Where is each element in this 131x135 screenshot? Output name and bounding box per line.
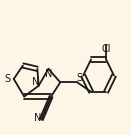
Text: S: S	[76, 73, 82, 83]
Text: S: S	[4, 74, 10, 84]
Text: N: N	[34, 113, 41, 123]
Text: N: N	[32, 77, 39, 87]
Text: N: N	[45, 69, 53, 79]
Text: Cl: Cl	[101, 44, 111, 54]
